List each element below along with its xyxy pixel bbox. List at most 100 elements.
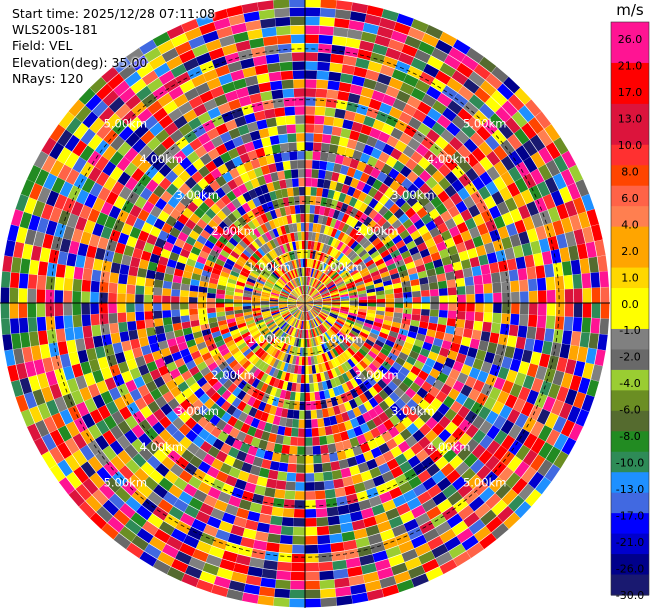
velocity-cell bbox=[103, 249, 115, 262]
velocity-cell bbox=[319, 25, 334, 36]
velocity-cell bbox=[423, 63, 440, 78]
velocity-cell bbox=[302, 294, 305, 303]
velocity-cell bbox=[16, 226, 28, 244]
velocity-cell bbox=[544, 177, 559, 194]
velocity-cell bbox=[448, 295, 457, 303]
velocity-cell bbox=[309, 214, 315, 223]
velocity-cell bbox=[341, 245, 350, 255]
velocity-cell bbox=[254, 531, 269, 542]
velocity-cell bbox=[530, 168, 545, 185]
velocity-cell bbox=[288, 242, 294, 252]
velocity-cell bbox=[434, 136, 449, 150]
velocity-cell bbox=[578, 377, 591, 395]
velocity-cell bbox=[498, 466, 514, 483]
velocity-cell bbox=[419, 182, 432, 195]
velocity-cell bbox=[297, 303, 305, 308]
velocity-cell bbox=[363, 342, 373, 351]
velocity-cell bbox=[92, 369, 105, 384]
velocity-cell bbox=[51, 177, 66, 194]
velocity-cell bbox=[199, 346, 210, 356]
velocity-cell bbox=[335, 395, 344, 405]
velocity-cell bbox=[345, 215, 354, 226]
velocity-cell bbox=[341, 341, 349, 350]
velocity-cell bbox=[274, 7, 290, 18]
velocity-cell bbox=[311, 309, 318, 316]
velocity-cell bbox=[214, 370, 225, 381]
velocity-cell bbox=[363, 390, 374, 401]
velocity-cell bbox=[317, 178, 325, 188]
velocity-cell bbox=[49, 124, 66, 142]
velocity-cell bbox=[305, 299, 313, 303]
velocity-cell bbox=[376, 306, 386, 312]
velocity-cell bbox=[108, 96, 125, 113]
velocity-cell bbox=[287, 326, 293, 335]
velocity-cell bbox=[288, 316, 295, 325]
velocity-cell bbox=[216, 284, 227, 291]
velocity-cell bbox=[427, 244, 439, 255]
velocity-cell bbox=[292, 373, 298, 383]
velocity-cell bbox=[445, 171, 458, 185]
velocity-cell bbox=[446, 77, 463, 93]
velocity-cell bbox=[464, 355, 476, 367]
velocity-cell bbox=[150, 205, 162, 218]
velocity-cell bbox=[276, 256, 283, 266]
velocity-cell bbox=[318, 313, 327, 320]
velocity-cell bbox=[482, 273, 492, 285]
velocity-cell bbox=[378, 102, 393, 115]
velocity-cell bbox=[468, 519, 486, 535]
velocity-cell bbox=[472, 358, 484, 371]
velocity-cell bbox=[484, 242, 496, 255]
range-ring-label: 2.00km bbox=[211, 368, 254, 382]
velocity-cell bbox=[291, 43, 305, 53]
velocity-cell bbox=[331, 551, 346, 562]
velocity-cell bbox=[412, 462, 426, 476]
velocity-cell bbox=[350, 240, 359, 250]
velocity-cell bbox=[401, 280, 411, 288]
velocity-cell bbox=[217, 280, 227, 287]
velocity-cell bbox=[275, 434, 284, 445]
velocity-cell bbox=[112, 471, 128, 487]
velocity-cell bbox=[413, 218, 425, 230]
velocity-cell bbox=[353, 396, 364, 407]
velocity-cell bbox=[306, 276, 310, 286]
velocity-cell bbox=[305, 303, 313, 307]
velocity-cell bbox=[432, 491, 448, 506]
velocity-cell bbox=[298, 297, 305, 303]
velocity-cell bbox=[92, 258, 104, 271]
velocity-cell bbox=[56, 147, 72, 164]
velocity-cell bbox=[30, 345, 42, 361]
velocity-cell bbox=[528, 303, 538, 315]
velocity-cell bbox=[511, 291, 520, 303]
velocity-cell bbox=[447, 205, 460, 218]
velocity-cell bbox=[575, 179, 590, 197]
velocity-cell bbox=[277, 561, 292, 572]
velocity-cell bbox=[274, 388, 282, 398]
velocity-cell bbox=[354, 210, 364, 221]
velocity-cell bbox=[309, 288, 316, 296]
velocity-cell bbox=[113, 80, 130, 97]
velocity-cell bbox=[267, 62, 281, 73]
velocity-cell bbox=[357, 334, 367, 342]
velocity-cell bbox=[277, 330, 284, 339]
velocity-cell bbox=[252, 456, 264, 468]
velocity-cell bbox=[411, 534, 427, 549]
velocity-cell bbox=[473, 526, 491, 542]
velocity-cell bbox=[153, 279, 164, 288]
velocity-cell bbox=[138, 230, 150, 242]
velocity-cell bbox=[407, 330, 418, 339]
velocity-cell bbox=[290, 307, 298, 314]
velocity-cell bbox=[395, 371, 407, 382]
velocity-cell bbox=[439, 559, 458, 575]
velocity-cell bbox=[414, 79, 431, 94]
velocity-cell bbox=[376, 335, 387, 344]
velocity-cell bbox=[197, 461, 211, 474]
velocity-cell bbox=[265, 211, 273, 222]
velocity-cell bbox=[420, 315, 430, 323]
velocity-cell bbox=[206, 516, 222, 529]
velocity-cell bbox=[224, 541, 240, 554]
velocity-cell bbox=[239, 369, 249, 380]
velocity-cell bbox=[382, 279, 393, 287]
velocity-cell bbox=[367, 60, 383, 73]
velocity-cell bbox=[322, 306, 331, 310]
